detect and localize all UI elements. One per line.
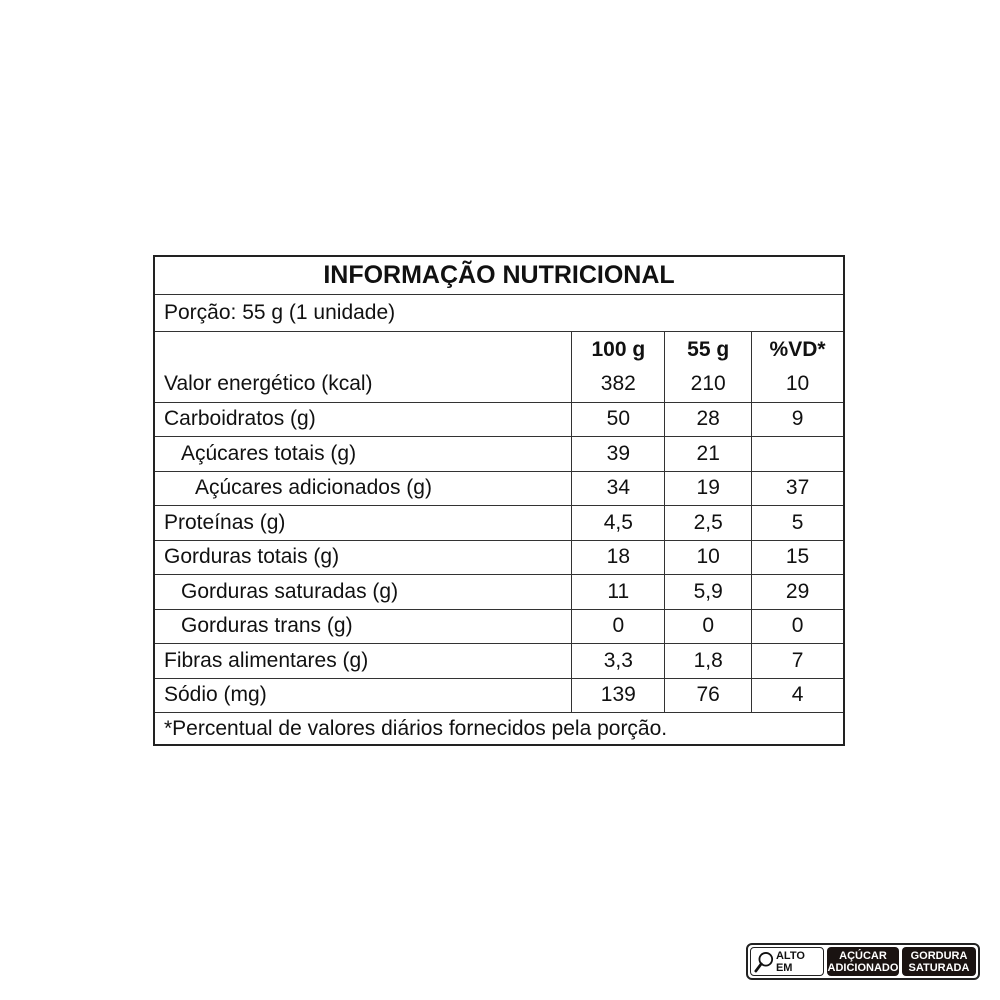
magnifier-icon bbox=[754, 951, 774, 972]
table-row: Proteínas (g) 4,5 2,5 5 bbox=[155, 505, 843, 540]
value-vd: 0 bbox=[751, 609, 843, 643]
badge-gordura-saturada: GORDURA SATURADA bbox=[902, 947, 976, 976]
value-vd: 15 bbox=[751, 540, 843, 574]
value-55g: 19 bbox=[664, 471, 751, 505]
nutrient-label: Açúcares adicionados (g) bbox=[195, 476, 432, 500]
value-vd: 37 bbox=[751, 471, 843, 505]
value-100g: 139 bbox=[571, 678, 664, 712]
header-row: 100 g 55 g %VD* bbox=[155, 331, 843, 367]
badge-acucar-adicionado: AÇÚCAR ADICIONADO bbox=[827, 947, 899, 976]
value-vd: 4 bbox=[751, 678, 843, 712]
value-100g: 18 bbox=[571, 540, 664, 574]
value-100g: 3,3 bbox=[571, 644, 664, 678]
value-55g: 76 bbox=[664, 678, 751, 712]
nutrient-label: Açúcares totais (g) bbox=[181, 441, 357, 465]
nutrition-table: INFORMAÇÃO NUTRICIONAL Porção: 55 g (1 u… bbox=[153, 255, 845, 746]
footnote: *Percentual de valores diários fornecido… bbox=[155, 712, 843, 744]
portion: Porção: 55 g (1 unidade) bbox=[155, 294, 843, 331]
nutrient-label: Valor energético (kcal) bbox=[164, 372, 373, 396]
value-55g: 10 bbox=[664, 540, 751, 574]
value-55g: 28 bbox=[664, 402, 751, 436]
header-vd: %VD* bbox=[751, 332, 843, 367]
header-blank bbox=[155, 332, 571, 367]
value-55g: 2,5 bbox=[664, 506, 751, 540]
table-row: Carboidratos (g) 50 28 9 bbox=[155, 401, 843, 436]
value-100g: 39 bbox=[571, 437, 664, 471]
nutrient-label: Gorduras totais (g) bbox=[164, 545, 340, 569]
table-row: Açúcares adicionados (g) 34 19 37 bbox=[155, 470, 843, 505]
value-55g: 0 bbox=[664, 609, 751, 643]
nutrient-label: Fibras alimentares (g) bbox=[164, 648, 369, 672]
value-55g: 21 bbox=[664, 437, 751, 471]
table-row: Gorduras totais (g) 18 10 15 bbox=[155, 539, 843, 574]
nutrient-label: Carboidratos (g) bbox=[164, 407, 316, 431]
nutrient-label: Sódio (mg) bbox=[164, 683, 267, 707]
value-100g: 0 bbox=[571, 609, 664, 643]
badge-line: AÇÚCAR bbox=[839, 949, 887, 962]
table-title: INFORMAÇÃO NUTRICIONAL bbox=[323, 261, 675, 289]
value-vd bbox=[751, 437, 843, 471]
value-55g: 1,8 bbox=[664, 644, 751, 678]
badge-line: GORDURA bbox=[910, 949, 968, 962]
alto-em-box: ALTO EM bbox=[750, 947, 824, 976]
front-label-warning: ALTO EM AÇÚCAR ADICIONADO GORDURA SATURA… bbox=[746, 943, 980, 980]
value-100g: 34 bbox=[571, 471, 664, 505]
value-55g: 5,9 bbox=[664, 575, 751, 609]
table-row: Gorduras saturadas (g) 11 5,9 29 bbox=[155, 574, 843, 609]
header-100g: 100 g bbox=[571, 332, 664, 367]
header-55g: 55 g bbox=[664, 332, 751, 367]
alto-em-label: ALTO EM bbox=[775, 949, 805, 974]
value-vd: 7 bbox=[751, 644, 843, 678]
table-row: Valor energético (kcal) 382 210 10 bbox=[155, 367, 843, 402]
badge-line: ADICIONADO bbox=[827, 961, 899, 974]
value-vd: 29 bbox=[751, 575, 843, 609]
value-55g: 210 bbox=[664, 367, 751, 402]
value-vd: 9 bbox=[751, 402, 843, 436]
value-100g: 4,5 bbox=[571, 506, 664, 540]
badge-line: SATURADA bbox=[908, 961, 970, 974]
nutrient-label: Gorduras saturadas (g) bbox=[181, 579, 399, 603]
table-row: Gorduras trans (g) 0 0 0 bbox=[155, 608, 843, 643]
value-100g: 50 bbox=[571, 402, 664, 436]
value-100g: 382 bbox=[571, 367, 664, 402]
nutrient-label: Proteínas (g) bbox=[164, 510, 286, 534]
value-100g: 11 bbox=[571, 575, 664, 609]
nutrient-label: Gorduras trans (g) bbox=[181, 614, 353, 638]
table-row: Açúcares totais (g) 39 21 bbox=[155, 436, 843, 471]
table-row: Fibras alimentares (g) 3,3 1,8 7 bbox=[155, 643, 843, 678]
value-vd: 10 bbox=[751, 367, 843, 402]
value-vd: 5 bbox=[751, 506, 843, 540]
table-row: Sódio (mg) 139 76 4 bbox=[155, 677, 843, 712]
